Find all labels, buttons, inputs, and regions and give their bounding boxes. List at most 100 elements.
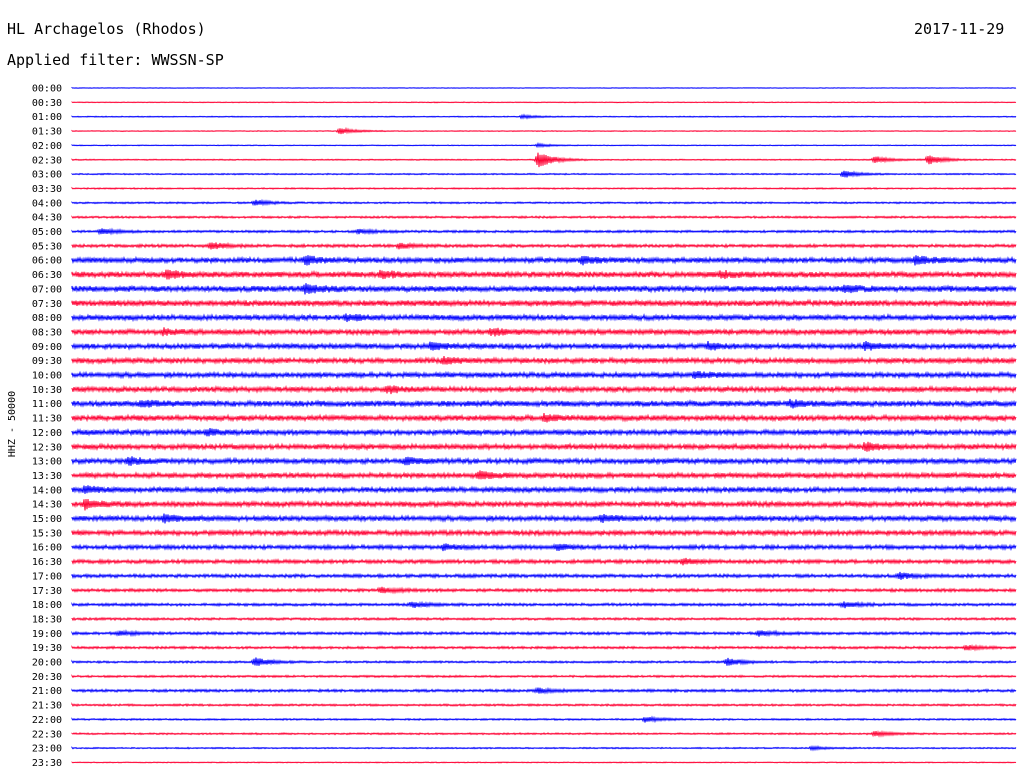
row-time-label: 17:00 — [32, 571, 62, 582]
row-time-label: 20:30 — [32, 672, 62, 683]
row-time-label: 18:30 — [32, 614, 62, 625]
row-time-label: 02:30 — [32, 155, 62, 166]
trace-row-0900 — [71, 340, 1017, 351]
trace-row-0730 — [71, 298, 1017, 308]
row-time-label: 09:00 — [32, 342, 62, 353]
trace-row-1400 — [71, 485, 1017, 495]
trace-row-1300 — [71, 456, 1017, 466]
row-time-label: 01:30 — [32, 127, 62, 138]
row-time-label: 00:30 — [32, 98, 62, 109]
trace-row-2100 — [71, 686, 1017, 695]
row-time-label: 08:30 — [32, 327, 62, 338]
row-time-label: 22:00 — [32, 715, 62, 726]
row-time-label: 23:30 — [32, 758, 62, 769]
row-time-label: 12:00 — [32, 428, 62, 439]
row-time-label: 18:00 — [32, 600, 62, 611]
row-time-label: 19:00 — [32, 629, 62, 640]
trace-row-1100 — [71, 398, 1017, 409]
trace-row-1330 — [71, 470, 1017, 480]
trace-row-1530 — [71, 528, 1017, 538]
row-time-label: 08:00 — [32, 313, 62, 324]
row-time-label: 14:00 — [32, 485, 62, 496]
row-time-label: 12:30 — [32, 442, 62, 453]
trace-row-0000 — [71, 86, 1017, 89]
trace-row-1130 — [71, 412, 1017, 423]
trace-row-0130 — [71, 126, 1017, 135]
trace-row-0230 — [71, 152, 1017, 168]
row-time-label: 20:00 — [32, 658, 62, 669]
row-time-label: 05:30 — [32, 241, 62, 252]
row-time-label: 06:30 — [32, 270, 62, 281]
row-time-label: 06:00 — [32, 256, 62, 267]
row-time-label: 21:00 — [32, 686, 62, 697]
row-time-label: 07:00 — [32, 284, 62, 295]
row-time-label: 23:00 — [32, 744, 62, 755]
row-time-label: 02:00 — [32, 141, 62, 152]
row-time-label: 16:30 — [32, 557, 62, 568]
row-time-label: 14:30 — [32, 500, 62, 511]
trace-row-1730 — [71, 586, 1017, 595]
trace-row-0100 — [71, 113, 1017, 120]
trace-row-1500 — [71, 513, 1017, 524]
trace-row-2130 — [71, 702, 1017, 708]
trace-row-0500 — [71, 227, 1017, 236]
row-time-label: 11:30 — [32, 414, 62, 425]
row-time-label: 11:00 — [32, 399, 62, 410]
trace-row-2300 — [71, 744, 1017, 752]
row-time-label: 15:30 — [32, 528, 62, 539]
row-time-label: 07:30 — [32, 299, 62, 310]
trace-row-1200 — [71, 428, 1017, 437]
trace-row-1230 — [71, 441, 1017, 452]
row-time-label: 10:30 — [32, 385, 62, 396]
trace-row-0400 — [71, 198, 1017, 207]
row-time-label: 16:00 — [32, 543, 62, 554]
trace-row-1000 — [71, 370, 1017, 380]
trace-row-0030 — [71, 101, 1017, 104]
trace-row-1030 — [71, 384, 1017, 395]
filter-label: Applied filter: WWSSN-SP — [7, 51, 224, 69]
trace-row-0430 — [71, 215, 1017, 220]
trace-row-1600 — [71, 543, 1017, 552]
trace-row-1800 — [71, 600, 1017, 609]
plot-date: 2017-11-29 — [914, 20, 1005, 38]
row-time-label: 00:00 — [32, 84, 62, 95]
row-time-label: 17:30 — [32, 586, 62, 597]
trace-row-0800 — [71, 313, 1017, 323]
trace-row-0630 — [71, 269, 1017, 280]
row-time-label: 13:30 — [32, 471, 62, 482]
row-time-label: 21:30 — [32, 701, 62, 712]
trace-row-1630 — [71, 557, 1017, 566]
trace-row-0830 — [71, 327, 1017, 337]
row-time-label: 10:00 — [32, 371, 62, 382]
trace-row-0930 — [71, 355, 1017, 366]
row-time-label: 19:30 — [32, 643, 62, 654]
row-time-label: 03:30 — [32, 184, 62, 195]
row-time-label: 22:30 — [32, 729, 62, 740]
trace-row-0700 — [71, 283, 1017, 295]
trace-row-1830 — [71, 616, 1017, 622]
trace-row-2000 — [71, 657, 1017, 666]
trace-row-0300 — [71, 170, 1017, 178]
row-time-label: 01:00 — [32, 112, 62, 123]
row-time-label: 05:00 — [32, 227, 62, 238]
row-time-label: 03:00 — [32, 170, 62, 181]
row-time-label: 15:00 — [32, 514, 62, 525]
trace-row-0330 — [71, 186, 1017, 190]
row-time-label: 04:30 — [32, 213, 62, 224]
station-title: HL Archagelos (Rhodos) — [7, 20, 206, 38]
trace-row-1430 — [71, 498, 1017, 511]
trace-row-0530 — [71, 241, 1017, 250]
trace-row-2230 — [71, 729, 1017, 738]
trace-row-0200 — [71, 141, 1017, 149]
trace-row-1900 — [71, 629, 1017, 638]
trace-row-0600 — [71, 255, 1017, 266]
trace-row-1930 — [71, 643, 1017, 652]
trace-row-2200 — [71, 715, 1017, 724]
row-time-label: 09:30 — [32, 356, 62, 367]
trace-row-1700 — [71, 571, 1017, 580]
row-time-label: 13:00 — [32, 457, 62, 468]
trace-row-2330 — [71, 761, 1017, 764]
row-time-label: 04:00 — [32, 198, 62, 209]
trace-row-2030 — [71, 674, 1017, 679]
